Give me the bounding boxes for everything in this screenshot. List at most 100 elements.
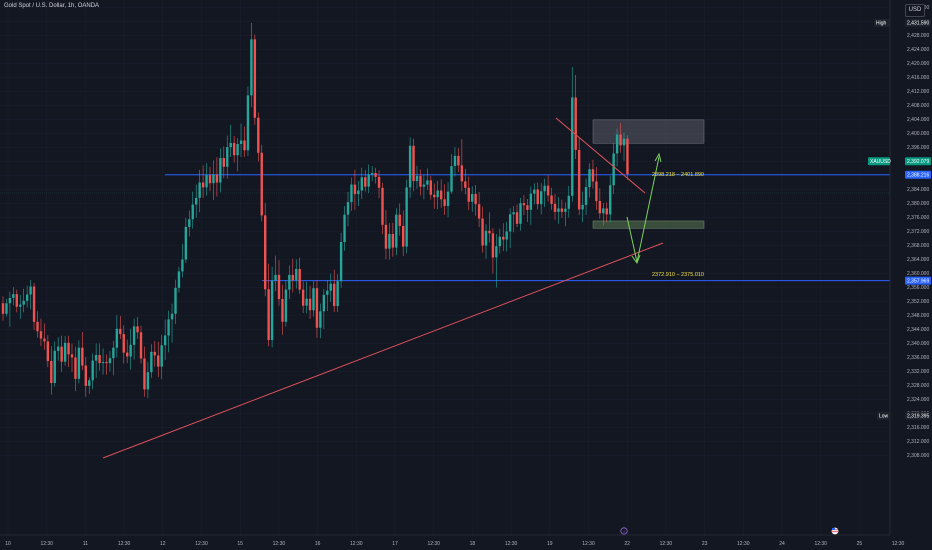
price-tick-label: 2,428.000 (907, 33, 929, 39)
candle (163, 319, 167, 360)
candle (595, 167, 598, 210)
candle-body (505, 231, 508, 240)
candle-body (336, 281, 339, 307)
candle (374, 167, 377, 184)
candle (205, 163, 208, 196)
candle-body (488, 230, 491, 234)
candle-body (367, 174, 370, 187)
candle (395, 208, 398, 256)
candle (188, 210, 191, 237)
candle (195, 184, 198, 218)
candle (415, 165, 419, 189)
candle-body (315, 288, 319, 328)
candle-body (333, 283, 336, 307)
candle (181, 243, 184, 278)
candle (584, 178, 588, 216)
candle-body (536, 189, 539, 205)
candle (70, 343, 74, 372)
svg-text:2,388.216: 2,388.216 (907, 172, 929, 178)
candle-body (8, 298, 12, 304)
horizontal-levels (165, 174, 890, 282)
candle-body (553, 203, 557, 212)
candle (19, 294, 22, 319)
candle (115, 315, 119, 358)
candle (564, 202, 567, 227)
upper-target-zone (592, 119, 705, 144)
candle (81, 331, 84, 371)
candle (522, 195, 526, 216)
high-badge: High 2,431.590 (874, 18, 931, 27)
candle (381, 182, 384, 235)
candle-body (346, 202, 350, 215)
candle (474, 184, 477, 216)
candle (388, 223, 391, 260)
candle-body (343, 214, 346, 242)
candle (546, 175, 550, 202)
time-tick-label: 11 (83, 541, 88, 547)
candle (626, 135, 629, 180)
candle (277, 260, 281, 306)
price-tick-label: 2,404.000 (907, 117, 929, 123)
price-tick-label: 2,340.000 (907, 341, 929, 347)
candle (612, 143, 615, 195)
candle (529, 186, 533, 225)
candle-body (422, 184, 426, 187)
candle (333, 269, 336, 312)
candle-body (232, 142, 236, 156)
price-badges: High 2,431.590 Low 2,319.395 XAUUSD 2,392.079… (868, 18, 931, 420)
candle-body (498, 236, 501, 247)
candle-body (350, 184, 353, 203)
candle (250, 22, 253, 108)
price-tick-label: 2,368.000 (907, 243, 929, 249)
candle (94, 343, 98, 379)
candle (408, 137, 412, 198)
candle (112, 340, 115, 376)
time-tick-label: 23 (702, 541, 708, 547)
candle (226, 135, 229, 179)
candle-body (495, 246, 498, 258)
candle (402, 210, 405, 256)
candle-body (208, 175, 212, 184)
candle-body (433, 194, 436, 198)
candle-body (453, 155, 457, 167)
price-tick-label: 2,344.000 (907, 327, 929, 333)
candle-body (112, 347, 115, 359)
time-tick-label: 12:30 (118, 541, 131, 547)
candle-body (588, 169, 591, 188)
price-tick-label: 2,352.000 (907, 299, 929, 305)
candle-body (550, 195, 553, 204)
candle-body (384, 224, 388, 249)
candle (312, 280, 315, 317)
candle (426, 168, 429, 190)
candle (270, 266, 274, 348)
candle (367, 164, 370, 193)
candle-body (74, 357, 77, 379)
currency-button[interactable]: USD (905, 4, 925, 17)
time-tick-label: 16 (315, 541, 321, 547)
candle (315, 280, 319, 338)
candle-body (602, 208, 605, 214)
price-tick-label: 2,412.000 (907, 89, 929, 95)
candle-body (39, 331, 43, 339)
candle-body (339, 242, 343, 282)
candle-body (564, 208, 567, 212)
level-badge-upper: 2,388.216 (905, 170, 931, 179)
candle (577, 137, 581, 216)
candle-body (212, 174, 215, 184)
candle (201, 165, 205, 198)
candle (553, 194, 557, 220)
candle-body (405, 187, 408, 247)
candle-body (622, 138, 626, 146)
candle (357, 181, 360, 206)
candle (5, 298, 8, 317)
candle (543, 178, 546, 207)
candle-body (219, 158, 222, 183)
candle (622, 132, 626, 161)
candle-body (108, 358, 112, 364)
candle (391, 222, 395, 257)
candle (350, 177, 353, 211)
candle (288, 265, 291, 300)
candle (498, 228, 501, 254)
price-tick-label: 2,308.000 (907, 453, 929, 459)
